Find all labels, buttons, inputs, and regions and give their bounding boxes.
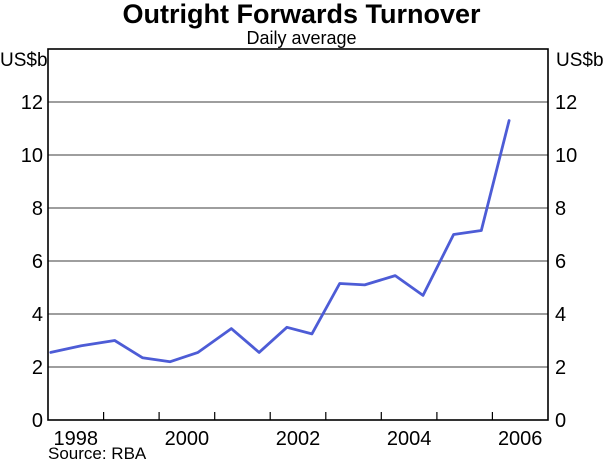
y-axis-label-left-4: 4 bbox=[32, 304, 43, 326]
y-axis-unit-right: US$b bbox=[556, 50, 603, 71]
x-axis-label-2004: 2004 bbox=[387, 428, 432, 450]
y-axis-label-left-8: 8 bbox=[32, 198, 43, 220]
x-axis-label-2000: 2000 bbox=[165, 428, 210, 450]
y-axis-label-right-8: 8 bbox=[555, 198, 566, 220]
chart-title: Outright Forwards Turnover bbox=[122, 0, 481, 29]
y-axis-label-left-2: 2 bbox=[32, 357, 43, 379]
chart-subtitle: Daily average bbox=[246, 28, 357, 48]
y-axis-label-right-4: 4 bbox=[555, 304, 566, 326]
x-axis-label-2006: 2006 bbox=[498, 428, 543, 450]
y-axis-label-left-12: 12 bbox=[21, 92, 43, 114]
x-axis-label-1998: 1998 bbox=[54, 428, 99, 450]
source-note: Source: RBA bbox=[48, 444, 147, 463]
y-axis-label-left-0: 0 bbox=[32, 410, 43, 432]
x-axis-label-2002: 2002 bbox=[276, 428, 321, 450]
y-axis-label-left-10: 10 bbox=[21, 145, 43, 167]
series-line-outright-forwards bbox=[49, 119, 511, 364]
plot-frame bbox=[47, 48, 549, 421]
y-axis-unit-left: US$b bbox=[0, 50, 48, 71]
y-axis-label-right-10: 10 bbox=[555, 145, 577, 167]
y-axis-label-right-0: 0 bbox=[555, 410, 566, 432]
y-axis-label-right-2: 2 bbox=[555, 357, 566, 379]
y-axis-label-left-6: 6 bbox=[32, 251, 43, 273]
y-axis-label-right-6: 6 bbox=[555, 251, 566, 273]
y-axis-label-right-12: 12 bbox=[555, 92, 577, 114]
